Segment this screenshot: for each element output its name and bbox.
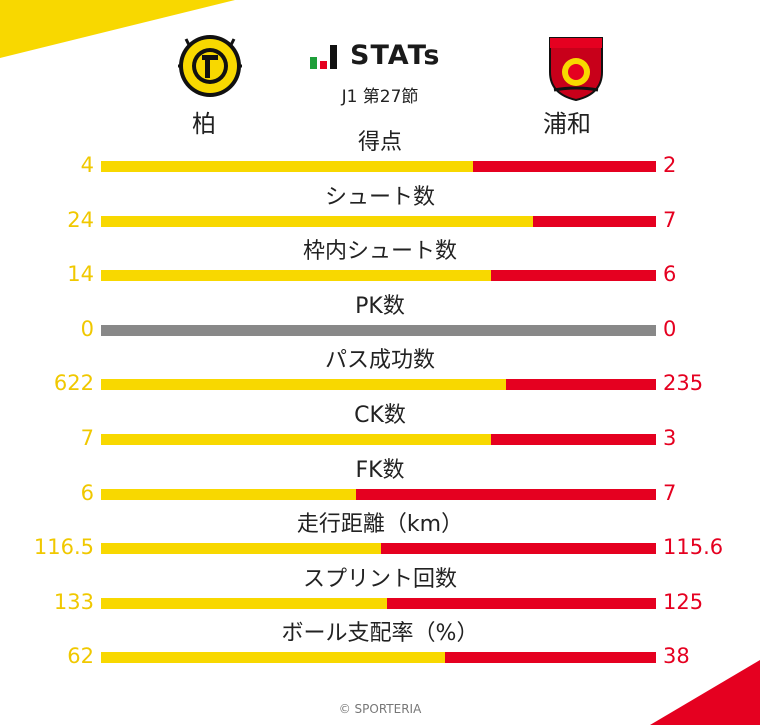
stat-row: ボール支配率（%） 62 38 bbox=[0, 621, 760, 675]
stat-label: 走行距離（km） bbox=[296, 512, 464, 538]
bar-home bbox=[101, 434, 492, 445]
stat-row: 走行距離（km） 116.5 115.6 bbox=[0, 512, 760, 566]
bar-home bbox=[101, 597, 387, 609]
bar-away bbox=[386, 597, 656, 609]
bar-home bbox=[101, 543, 382, 555]
home-value: 133 bbox=[53, 589, 94, 614]
bar-home bbox=[101, 270, 491, 282]
stat-label: CK数 bbox=[354, 403, 406, 428]
home-value: 7 bbox=[80, 426, 94, 450]
stat-bar bbox=[101, 652, 656, 664]
away-value: 2 bbox=[663, 153, 677, 177]
stat-bar bbox=[101, 215, 656, 227]
home-value: 24 bbox=[67, 207, 94, 232]
stat-row: FK数 6 7 bbox=[0, 458, 760, 512]
bar-home bbox=[101, 652, 446, 664]
away-value: 115.6 bbox=[663, 535, 724, 560]
away-team-name: 浦和 bbox=[543, 110, 591, 138]
stat-bar bbox=[101, 543, 656, 555]
bar-away bbox=[491, 434, 656, 445]
bar-tie bbox=[101, 324, 656, 336]
stat-label: スプリント回数 bbox=[302, 566, 457, 592]
away-value: 38 bbox=[663, 644, 690, 669]
copyright-credit: © SPORTERIA bbox=[338, 702, 422, 716]
stat-row: パス成功数 622 235 bbox=[0, 348, 760, 402]
away-value: 6 bbox=[663, 262, 677, 287]
stats-logo: STATs bbox=[310, 40, 440, 71]
stat-row: シュート数 24 7 bbox=[0, 185, 760, 239]
bar-away bbox=[490, 270, 656, 282]
stat-label: シュート数 bbox=[324, 184, 435, 210]
stat-row: CK数 7 3 bbox=[0, 403, 760, 457]
stat-bar bbox=[101, 597, 656, 609]
home-team-name: 柏 bbox=[192, 110, 216, 138]
home-value: 116.5 bbox=[33, 535, 94, 560]
stat-bar bbox=[101, 161, 656, 172]
home-team-emblem bbox=[178, 35, 242, 97]
round-label: J1 第27節 bbox=[341, 87, 419, 107]
bar-away bbox=[355, 488, 656, 500]
home-value: 622 bbox=[53, 371, 94, 396]
away-value: 7 bbox=[663, 207, 677, 232]
stat-row: PK数 0 0 bbox=[0, 294, 760, 348]
home-value: 62 bbox=[67, 644, 94, 669]
bar-away bbox=[381, 543, 656, 555]
corner-stripe-top-left bbox=[0, 0, 235, 58]
stat-label: 枠内シュート数 bbox=[302, 239, 457, 265]
away-value: 235 bbox=[663, 371, 704, 396]
stat-label: ボール支配率（%） bbox=[281, 621, 479, 647]
home-value: 6 bbox=[80, 480, 94, 505]
stat-label: FK数 bbox=[355, 457, 405, 483]
bar-away bbox=[473, 161, 656, 172]
away-value: 0 bbox=[663, 316, 677, 341]
bar-home bbox=[101, 161, 474, 172]
stat-row: スプリント回数 133 125 bbox=[0, 567, 760, 621]
stat-row: 枠内シュート数 14 6 bbox=[0, 239, 760, 293]
bar-home bbox=[101, 215, 534, 227]
stat-label: PK数 bbox=[355, 293, 405, 319]
stat-bar bbox=[101, 324, 656, 336]
away-value: 3 bbox=[663, 426, 677, 450]
stat-row: 得点 4 2 bbox=[0, 130, 760, 184]
home-value: 0 bbox=[80, 316, 94, 341]
stat-bar bbox=[101, 270, 656, 282]
bar-away bbox=[505, 379, 656, 391]
stat-label: 得点 bbox=[357, 130, 402, 155]
page-title: STATs bbox=[350, 40, 441, 71]
stat-bar bbox=[101, 488, 656, 500]
bar-chart-icon bbox=[310, 44, 337, 69]
away-team-emblem bbox=[549, 37, 603, 102]
home-value: 14 bbox=[67, 262, 94, 287]
stat-label: パス成功数 bbox=[324, 348, 435, 374]
home-value: 4 bbox=[80, 153, 94, 177]
stat-bar bbox=[101, 434, 656, 445]
away-value: 7 bbox=[663, 480, 677, 505]
corner-stripe-bottom-right bbox=[650, 660, 760, 725]
bar-away bbox=[533, 215, 656, 227]
away-value: 125 bbox=[663, 589, 704, 614]
bar-home bbox=[101, 379, 506, 391]
bar-home bbox=[101, 488, 356, 500]
bar-away bbox=[445, 652, 656, 664]
stat-bar bbox=[101, 379, 656, 391]
